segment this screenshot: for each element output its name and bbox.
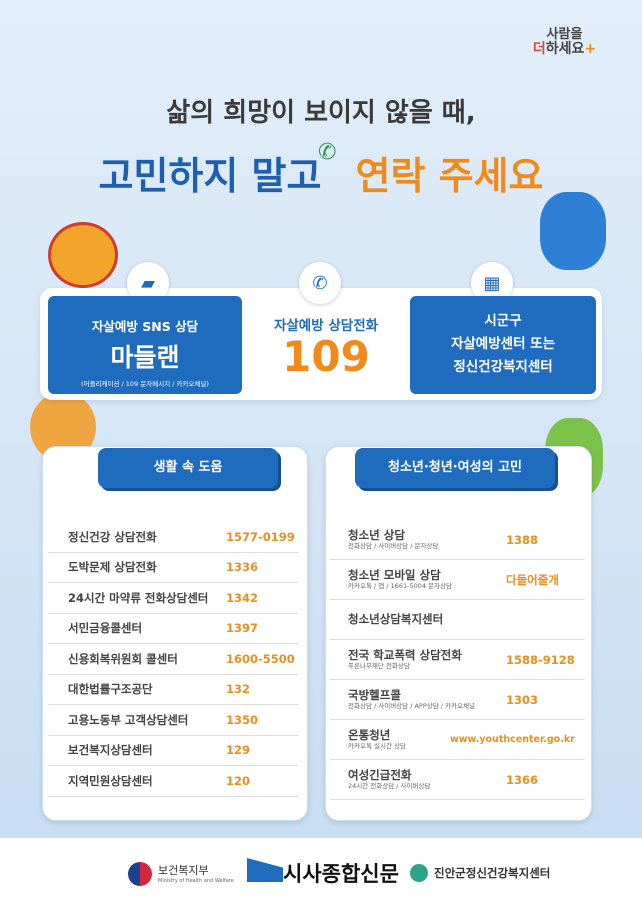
list-item: 보건복지상담센터 129 (48, 736, 298, 766)
list-item: 서민금융콜센터 1397 (48, 614, 298, 644)
item-number: 1577-0199 (226, 529, 295, 544)
list-item: 전국 학교폭력 상담전화 푸른나무재단 전화상담 1588-9128 (330, 640, 585, 680)
list-item: 24시간 마약류 전화상담센터 1342 (48, 583, 298, 614)
item-label: 대한법률구조공단 (68, 682, 153, 697)
right-panel-title: 청소년·청년·여성의 고민 (355, 448, 555, 488)
list-item: 정신건강 상담전화 1577-0199 (48, 522, 298, 553)
news-name: 시사종합신문 (283, 862, 399, 886)
item-number: 1336 (226, 560, 259, 575)
item-number: 1397 (226, 621, 259, 636)
item-label: 국방헬프콜 (348, 687, 401, 702)
item-number: 1388 (506, 532, 539, 547)
youth-help-list: 청소년 상담 전화상담 / 사이버상담 / 문자상담 1388 청소년 모바일 상담 카… (330, 520, 585, 800)
center-line2: 자살예방센터 또는 (450, 336, 556, 352)
mascot-character-icon (540, 192, 606, 270)
item-sub: 전화상담 / 사이버상담 / APP상담 / 카카오채널 (348, 701, 475, 710)
sns-counseling-box: 자살예방 SNS 상담 마들랜 (어플리케이션 / 109 문자메시지 / 카카… (48, 296, 242, 394)
headline-line2: 고민하지 말고 연락 주세요 (0, 145, 642, 200)
item-label: 고용노동부 고객상담센터 (68, 712, 189, 727)
suicide-hotline: 자살예방 상담전화 109 (242, 296, 410, 380)
local-center-box: 시군구 자살예방센터 또는 정신건강복지센터 (410, 296, 596, 394)
item-label: 도박문제 상담전화 (68, 560, 157, 575)
item-label: 청소년 상담 (348, 527, 405, 542)
list-item: 온통청년 카카오톡 실시간 상담 www.youthcenter.go.kr (330, 720, 585, 760)
mohw-emblem-icon (128, 862, 152, 886)
item-number: 1600-5500 (226, 651, 295, 666)
item-number: 1350 (226, 712, 259, 727)
item-sub: 푸른나무재단 전화상담 (348, 661, 410, 670)
item-number: www.youthcenter.go.kr (450, 734, 575, 745)
hotline-number: 109 (282, 332, 370, 381)
list-item: 지역민원상담센터 120 (48, 766, 298, 797)
center-emblem-icon (410, 864, 428, 882)
hotline-title: 자살예방 상담전화 (273, 318, 379, 334)
list-item: 청소년 상담 전화상담 / 사이버상담 / 문자상담 1388 (330, 520, 585, 560)
item-sub: 전화상담 / 사이버상담 / 문자상담 (348, 541, 439, 550)
item-label: 지역민원상담센터 (68, 773, 153, 788)
sns-name: 마들랜 (110, 343, 180, 372)
sns-title: 자살예방 SNS 상담 (91, 319, 199, 334)
item-number: 1588-9128 (506, 652, 575, 667)
list-item: 청소년상담복지센터 (330, 600, 585, 640)
center-line1: 시군구 (484, 313, 522, 329)
right-panel (325, 446, 592, 821)
item-label: 정신건강 상담전화 (68, 529, 157, 544)
item-label: 여성긴급전화 (348, 767, 412, 782)
item-label: 보건복지상담센터 (68, 743, 153, 758)
item-number: 1342 (226, 590, 259, 605)
phone-icon: ✆ (299, 262, 341, 304)
mascot-character-icon (48, 222, 118, 288)
list-item: 도박문제 상담전화 1336 (48, 553, 298, 583)
footer: 보건복지부 Ministry of Health and Welfare 시사종… (0, 838, 642, 902)
item-number: 1366 (506, 772, 539, 787)
logo-part: 하세요 (545, 41, 585, 58)
plus-icon: + (584, 41, 597, 58)
life-help-list: 정신건강 상담전화 1577-0199 도박문제 상담전화 1336 24시간 마약류 … (48, 522, 298, 797)
item-number: 다들어줄개 (506, 572, 559, 587)
item-number: 1303 (506, 692, 539, 707)
list-item: 여성긴급전화 24시간 전화상담 / 사이버상담 1366 (330, 760, 585, 800)
item-label: 서민금융콜센터 (68, 621, 143, 636)
item-label: 청소년상담복지센터 (348, 611, 444, 626)
campaign-logo: 사람을 더하세요+ (517, 27, 612, 58)
headline-line1: 삶의 희망이 보이지 않을 때, (166, 98, 476, 128)
list-item: 청소년 모바일 상담 카카오톡 / 앱 / 1661-5004 문자상담 다들어줄개 (330, 560, 585, 600)
phone-icon: ✆ (318, 140, 337, 165)
center-line3: 정신건강복지센터 (453, 359, 553, 375)
item-label: 청소년 모바일 상담 (348, 567, 441, 582)
logo-line1: 사람을 (546, 27, 583, 42)
item-label: 전국 학교폭력 상담전화 (348, 647, 462, 662)
news-logo-icon (247, 858, 283, 882)
list-item: 대한법률구조공단 132 (48, 675, 298, 705)
item-label: 24시간 마약류 전화상담센터 (68, 590, 209, 605)
item-sub: 카카오톡 / 앱 / 1661-5004 문자상담 (348, 581, 452, 590)
logo-part: 더 (532, 41, 546, 58)
item-sub: 카카오톡 실시간 상담 (348, 741, 406, 750)
sns-channels: (어플리케이션 / 109 문자메시지 / 카카오채널) (81, 380, 209, 388)
item-label: 온통청년 (348, 727, 391, 742)
mohw-name: 보건복지부 (158, 864, 209, 877)
center-name: 진안군정신건강복지센터 (434, 866, 551, 880)
left-panel-title: 생활 속 도움 (98, 448, 278, 488)
list-item: 신용회복위원회 콜센터 1600-5500 (48, 644, 298, 675)
headline-orange: 연락 주세요 (355, 154, 544, 198)
left-panel (42, 446, 308, 821)
item-number: 120 (226, 773, 251, 788)
list-item: 국방헬프콜 전화상담 / 사이버상담 / APP상담 / 카카오채널 1303 (330, 680, 585, 720)
headline-blue: 고민하지 말고 (98, 154, 322, 198)
list-item: 고용노동부 고객상담센터 1350 (48, 705, 298, 736)
item-number: 132 (226, 682, 251, 697)
item-label: 신용회복위원회 콜센터 (68, 651, 178, 666)
mohw-name-en: Ministry of Health and Welfare (158, 878, 234, 884)
item-number: 129 (226, 743, 251, 758)
item-sub: 24시간 전화상담 / 사이버상담 (348, 781, 431, 790)
